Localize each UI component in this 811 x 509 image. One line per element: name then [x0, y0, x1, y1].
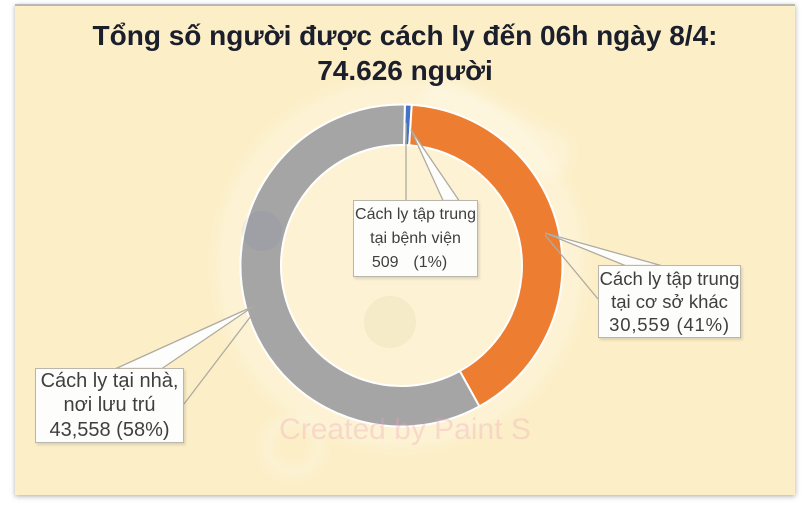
- callout-label-nha: Cách ly tại nhà, nơi lưu trú 43,558 (58%…: [35, 368, 184, 443]
- callout-label-line: nơi lưu trú: [63, 394, 156, 417]
- overlay-decor: [242, 211, 416, 348]
- callout-label-line: Cách ly tại nhà,: [40, 369, 179, 392]
- chart-title-line1: Tổng số người được cách ly đến 06h ngày …: [92, 20, 718, 51]
- decor-dab-blue: [242, 211, 282, 251]
- callout-label-value: 43,558 (58%): [49, 418, 170, 441]
- decor-brush-streak: [423, 77, 571, 177]
- callout-label-line: tại bệnh viện: [370, 229, 461, 247]
- callout-label-benh-vien: Cách ly tập trung tại bệnh viện 509 (1%): [353, 200, 478, 277]
- chart-title: Tổng số người được cách ly đến 06h ngày …: [15, 18, 795, 88]
- callout-label-line: tại cơ sở khác: [611, 291, 728, 312]
- decor-dab-olive: [364, 296, 416, 348]
- donut-slice-co-so-khac: [408, 103, 564, 408]
- decor-ring: [263, 416, 323, 476]
- callout-pointers: [115, 123, 662, 405]
- donut-slice-nha: [239, 103, 481, 428]
- watermark-text: Created by Paint S: [279, 413, 531, 446]
- chart-title-line2: 74.626 người: [317, 55, 493, 86]
- callout-label-line: Cách ly tập trung: [355, 205, 476, 223]
- callout-label-co-so-khac: Cách ly tập trung tại cơ sở khác 30,559 …: [598, 265, 741, 338]
- callout-line-nha: [183, 315, 252, 405]
- callout-line-co-so-khac: [544, 234, 599, 300]
- callout-label-value: 30,559 (41%): [609, 314, 730, 335]
- callout-label-value: 509 (1%): [371, 253, 448, 271]
- callout-label-line: Cách ly tập trung: [599, 268, 740, 289]
